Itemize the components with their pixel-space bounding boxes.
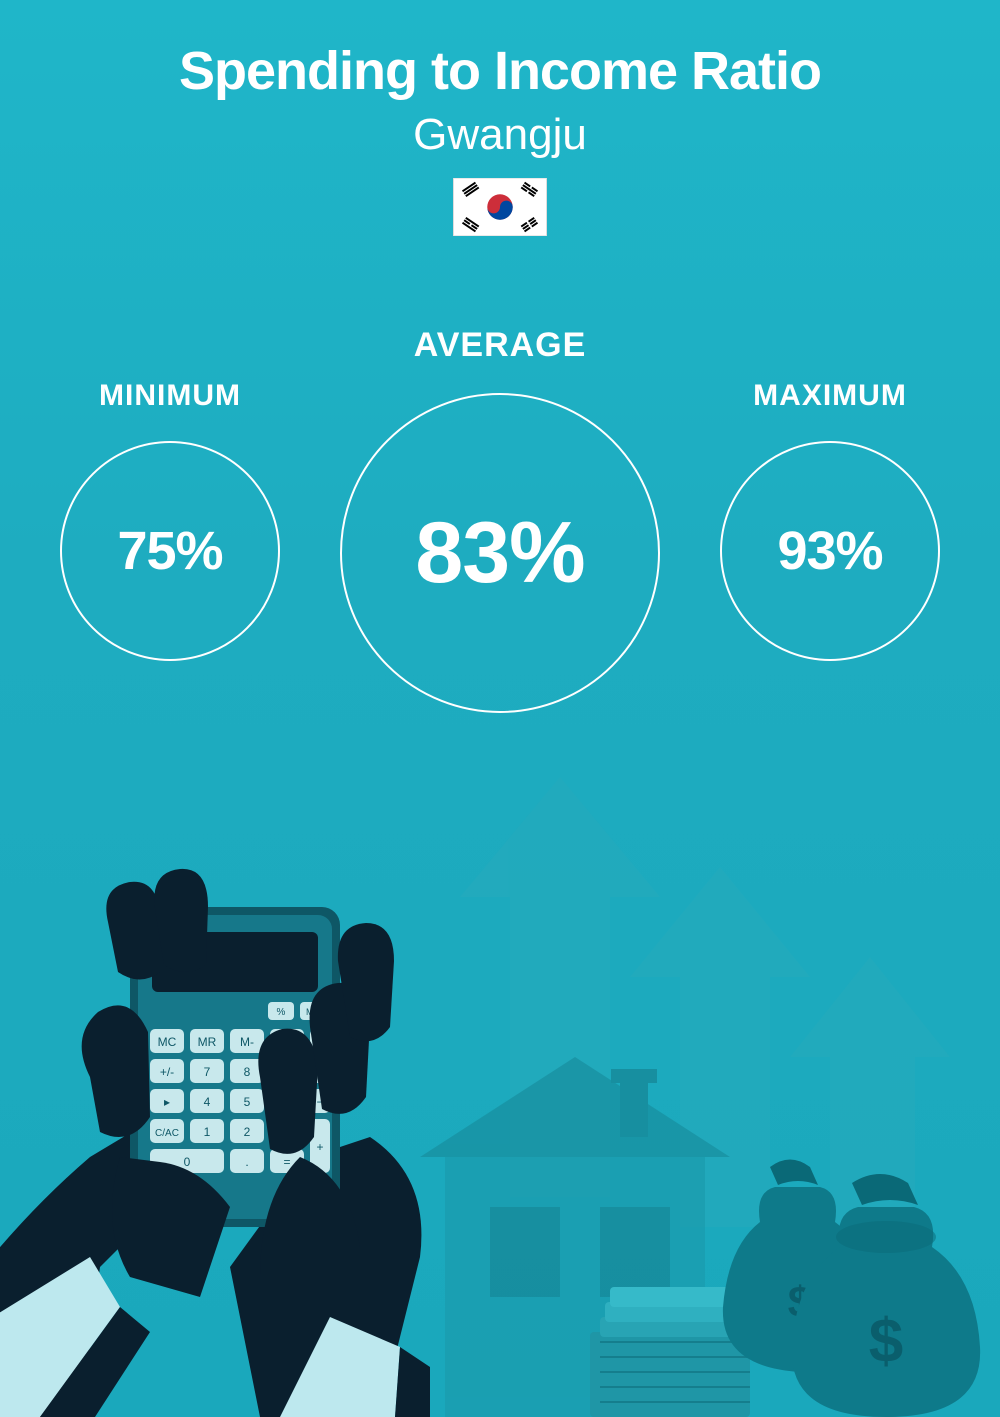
- svg-text:%: %: [277, 1007, 286, 1018]
- stat-maximum: MAXIMUM 93%: [720, 379, 940, 661]
- svg-text:5: 5: [244, 1095, 251, 1109]
- stats-row: MINIMUM 75% AVERAGE 83% MAXIMUM 93%: [0, 326, 1000, 713]
- stat-minimum: MINIMUM 75%: [60, 379, 280, 661]
- stat-average-value: 83%: [415, 504, 584, 603]
- svg-text:2: 2: [244, 1125, 251, 1139]
- svg-text:.: .: [245, 1155, 248, 1169]
- stat-minimum-label: MINIMUM: [99, 379, 241, 413]
- header: Spending to Income Ratio Gwangju: [0, 0, 1000, 236]
- stat-maximum-value: 93%: [777, 520, 882, 582]
- svg-text:4: 4: [204, 1095, 211, 1109]
- svg-text:1: 1: [204, 1125, 211, 1139]
- svg-text:C/AC: C/AC: [155, 1128, 179, 1139]
- svg-text:MR: MR: [198, 1035, 217, 1049]
- svg-text:MC: MC: [158, 1035, 177, 1049]
- page-subtitle: Gwangju: [0, 110, 1000, 160]
- stat-average-circle: 83%: [340, 393, 660, 713]
- korea-flag-icon: [453, 178, 547, 236]
- stat-average-label: AVERAGE: [414, 326, 587, 365]
- svg-text:0: 0: [184, 1155, 191, 1169]
- stat-maximum-label: MAXIMUM: [753, 379, 907, 413]
- svg-text:$: $: [869, 1307, 903, 1376]
- svg-text:=: =: [283, 1155, 290, 1169]
- svg-text:+: +: [316, 1140, 323, 1154]
- svg-text:+/-: +/-: [160, 1065, 174, 1079]
- svg-text:8: 8: [244, 1065, 251, 1079]
- stat-average: AVERAGE 83%: [340, 326, 660, 713]
- decorative-illustration: $ $ % MU: [0, 777, 1000, 1417]
- stat-minimum-value: 75%: [117, 520, 222, 582]
- stat-maximum-circle: 93%: [720, 441, 940, 661]
- svg-text:▸: ▸: [164, 1095, 170, 1109]
- svg-text:M-: M-: [240, 1035, 254, 1049]
- stat-minimum-circle: 75%: [60, 441, 280, 661]
- svg-text:7: 7: [204, 1065, 211, 1079]
- page-title: Spending to Income Ratio: [0, 40, 1000, 102]
